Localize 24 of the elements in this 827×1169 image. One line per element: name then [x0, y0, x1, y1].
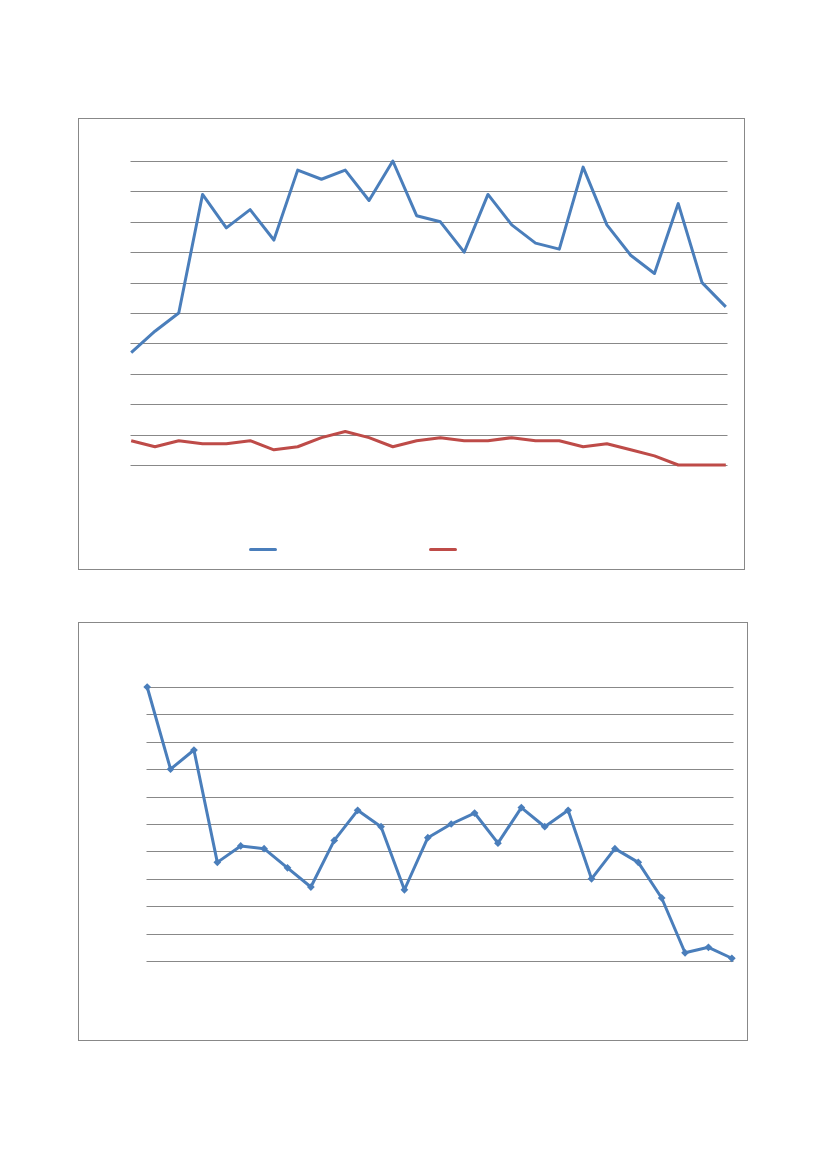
point [283, 863, 292, 872]
point [540, 822, 549, 831]
point [564, 806, 572, 815]
point [260, 844, 268, 853]
point [587, 874, 596, 883]
point [353, 806, 362, 815]
point [681, 948, 689, 957]
point [470, 809, 479, 817]
point [611, 844, 619, 853]
point [657, 894, 666, 902]
point [727, 954, 736, 963]
point [307, 883, 315, 891]
point [423, 833, 432, 842]
point [704, 943, 713, 952]
point [634, 858, 643, 867]
point [494, 839, 502, 848]
point [213, 858, 222, 867]
point [166, 765, 175, 774]
point [517, 803, 526, 812]
point [236, 842, 245, 850]
point [447, 820, 456, 828]
point [330, 836, 339, 845]
point [143, 683, 152, 691]
point [377, 822, 385, 831]
